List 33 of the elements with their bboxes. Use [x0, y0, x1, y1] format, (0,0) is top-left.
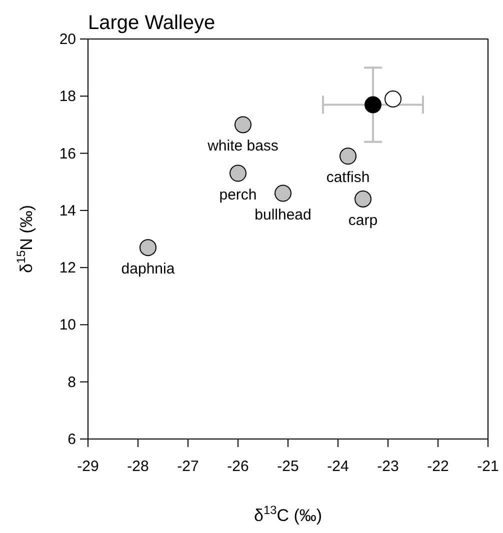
x-tick-label: -28 [127, 458, 149, 475]
point [230, 164, 246, 182]
x-axis-title: δ$^{13}$C (‰) [254, 503, 322, 525]
point [274, 184, 292, 202]
x-tick-label: -22 [427, 458, 449, 475]
y-tick-label: 12 [59, 260, 76, 277]
annotation: perch [219, 186, 257, 204]
x-tick-label: -29 [77, 458, 99, 475]
y-tick-label: 14 [59, 202, 76, 220]
x-tick-label: -23 [377, 458, 399, 475]
y-tick-label: 18 [59, 88, 76, 106]
annotation: carp [348, 212, 378, 229]
x-tick-label: -27 [177, 458, 199, 475]
annotation: white bass [206, 138, 278, 155]
point [340, 148, 356, 165]
point [234, 116, 252, 134]
point [140, 239, 156, 256]
x-tick-label: -25 [277, 458, 299, 475]
y-tick-label: 20 [59, 31, 76, 48]
annotation: daphnia [121, 260, 176, 278]
y-tick-label: 10 [59, 316, 76, 334]
annotation: catfish [326, 169, 370, 186]
y-tick-label: 8 [68, 374, 76, 391]
x-tick-label: -26 [227, 458, 249, 475]
point [364, 96, 382, 114]
y-tick-label: 16 [59, 145, 76, 162]
annotation: bullhead [254, 206, 312, 224]
chart-title: Large Walleye [88, 12, 216, 34]
x-tick-label: -24 [327, 458, 349, 475]
x-tick-label: -21 [477, 458, 499, 475]
point [384, 90, 402, 108]
y-tick-label: 6 [68, 431, 76, 448]
point [354, 190, 372, 208]
